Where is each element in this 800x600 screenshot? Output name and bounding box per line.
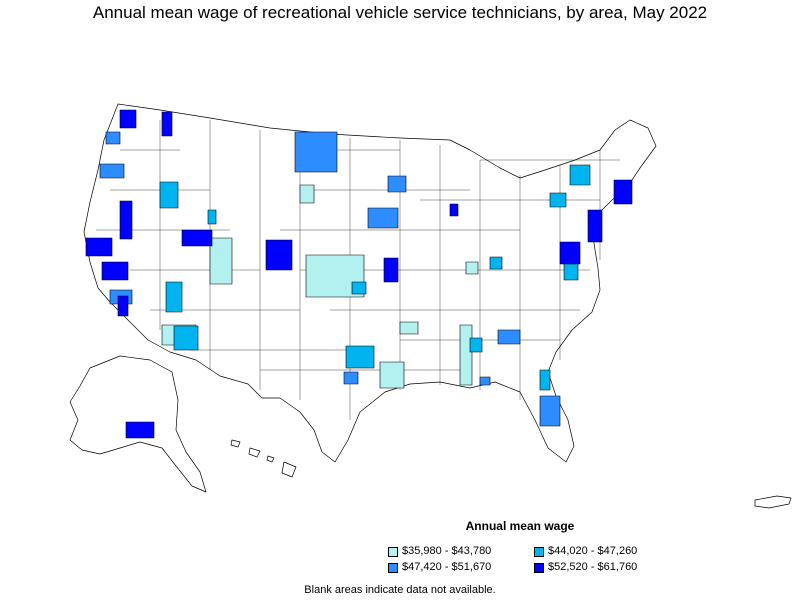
regions-52520-61760 bbox=[85, 109, 633, 439]
regions-47420-51670 bbox=[99, 131, 561, 427]
legend-item-2: $44,020 - $47,260 bbox=[534, 545, 637, 558]
legend-item-3: $47,420 - $51,670 bbox=[388, 561, 491, 574]
legend-item-1: $35,980 - $43,780 bbox=[388, 545, 491, 558]
legend-swatch-2 bbox=[534, 546, 544, 557]
legend-item-4: $52,520 - $61,760 bbox=[534, 561, 637, 574]
map-title: Annual mean wage of recreational vehicle… bbox=[92, 3, 708, 22]
legend-swatch-4 bbox=[534, 562, 544, 573]
hawaii-islands bbox=[230, 439, 297, 478]
legend-swatch-1 bbox=[388, 546, 398, 557]
legend-label-1: $35,980 - $43,780 bbox=[402, 545, 492, 557]
regions-44020-47260 bbox=[159, 164, 591, 391]
puerto-rico bbox=[754, 495, 792, 509]
legend-title: Annual mean wage bbox=[465, 519, 575, 533]
legend-label-4: $52,520 - $61,760 bbox=[548, 561, 638, 573]
contiguous-us-outline bbox=[83, 103, 657, 463]
legend-swatch-3 bbox=[388, 562, 398, 573]
footnote: Blank areas indicate data not available. bbox=[304, 584, 496, 596]
legend-label-3: $47,420 - $51,670 bbox=[402, 561, 492, 573]
area-boundaries bbox=[96, 120, 620, 420]
legend-label-2: $44,020 - $47,260 bbox=[548, 545, 638, 557]
